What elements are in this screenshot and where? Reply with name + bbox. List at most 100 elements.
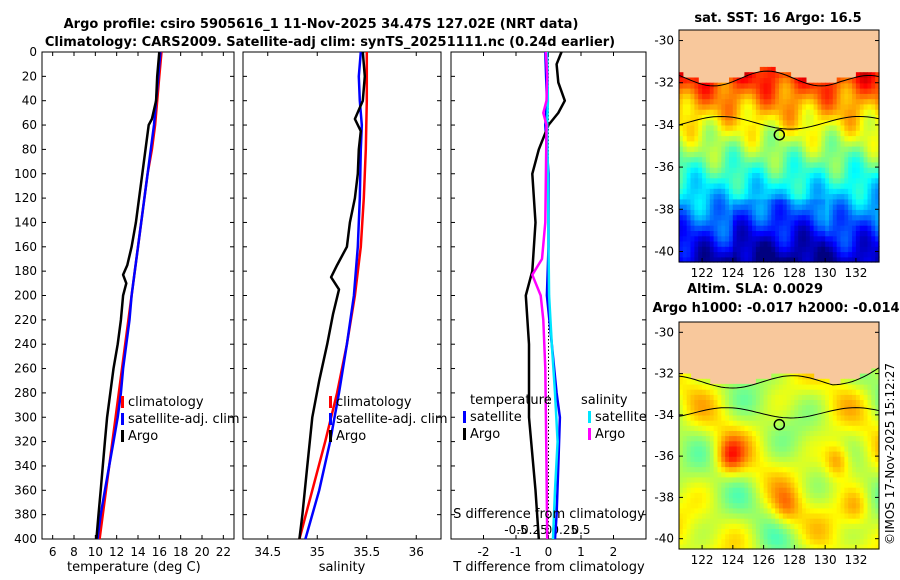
map-cell xyxy=(875,214,880,221)
map-cell xyxy=(705,538,711,545)
map-cell xyxy=(752,481,757,488)
map-cell xyxy=(802,172,807,179)
map-cell xyxy=(863,440,868,447)
map-cell xyxy=(852,481,857,488)
map-cell xyxy=(852,383,857,390)
map-cell xyxy=(748,219,753,226)
map-cell xyxy=(867,430,872,437)
map-cell xyxy=(794,440,799,447)
map-cell xyxy=(682,82,688,89)
map-cell xyxy=(721,140,726,147)
map-cell xyxy=(694,507,699,514)
map-cell xyxy=(859,507,865,514)
map-cell xyxy=(782,507,788,514)
map-cell xyxy=(825,135,830,142)
map-cell xyxy=(821,156,826,163)
map-cell xyxy=(855,538,861,545)
map-cell xyxy=(867,151,872,158)
map-cell xyxy=(859,151,865,158)
map-cell xyxy=(690,425,695,431)
map-cell xyxy=(717,230,722,237)
map-cell xyxy=(859,420,865,426)
map-cell xyxy=(755,103,761,110)
map-cell xyxy=(748,77,753,84)
map-cell xyxy=(729,124,734,131)
map-cell xyxy=(871,135,876,142)
map-cell xyxy=(832,256,838,263)
map-cell xyxy=(798,404,803,411)
map-cell xyxy=(805,151,811,158)
map-cell xyxy=(775,225,780,231)
map-cell xyxy=(702,82,707,89)
map-cell xyxy=(790,198,795,205)
map-cell xyxy=(855,88,861,94)
map-cell xyxy=(802,161,807,168)
map-cell xyxy=(767,466,772,473)
map-cell xyxy=(709,512,715,519)
map-cell xyxy=(686,77,692,84)
map-cell xyxy=(721,135,726,142)
map-cell xyxy=(809,93,815,100)
map-cell xyxy=(809,523,815,529)
map-cell xyxy=(809,225,815,231)
map-cell xyxy=(698,167,703,173)
map-cell xyxy=(809,456,815,462)
map-cell xyxy=(732,420,738,426)
map-cell xyxy=(867,445,872,452)
map-cell xyxy=(698,225,703,231)
map-cell xyxy=(725,103,730,110)
map-cell xyxy=(755,440,761,447)
map-cell xyxy=(875,445,880,452)
map-cell xyxy=(717,389,722,395)
map-cell xyxy=(717,409,722,416)
map-cell xyxy=(844,209,849,216)
map-cell xyxy=(736,440,742,447)
map-cell xyxy=(786,77,792,84)
map-cell xyxy=(694,538,699,545)
map-cell xyxy=(875,466,880,473)
map-cell xyxy=(855,198,861,205)
map-cell xyxy=(832,198,838,205)
map-cell xyxy=(709,543,715,550)
map-cell xyxy=(871,383,876,390)
map-cell xyxy=(729,93,734,100)
map-cell xyxy=(682,487,688,493)
map-cell xyxy=(790,492,795,499)
map-cell xyxy=(825,109,830,115)
map-cell xyxy=(855,383,861,390)
map-cell xyxy=(755,93,761,100)
map-cell xyxy=(740,533,745,540)
map-cell xyxy=(698,146,703,152)
map-cell xyxy=(744,182,749,189)
map-cell xyxy=(690,109,695,115)
map-cell xyxy=(771,240,776,247)
map-cell xyxy=(755,399,761,406)
map-cell xyxy=(775,140,780,147)
map-cell xyxy=(855,156,861,163)
map-cell xyxy=(802,119,807,126)
map-cell xyxy=(702,119,707,126)
map-cell xyxy=(871,523,876,529)
map-cell xyxy=(763,98,768,105)
map-cell xyxy=(698,528,703,535)
map-cell xyxy=(871,140,876,147)
map-cell xyxy=(825,182,830,189)
map-cell xyxy=(790,119,795,126)
map-cell xyxy=(836,414,842,421)
map-cell xyxy=(817,93,822,100)
map-cell xyxy=(771,167,776,173)
map-cell xyxy=(871,543,876,550)
map-cell xyxy=(771,430,776,437)
map-cell xyxy=(755,533,761,540)
map-cell xyxy=(705,230,711,237)
map-cell xyxy=(771,518,776,524)
map-cell xyxy=(782,394,788,400)
map-cell xyxy=(698,230,703,237)
map-cell xyxy=(682,167,688,173)
map-cell xyxy=(786,476,792,483)
map-cell xyxy=(779,193,784,200)
map-cell xyxy=(752,399,757,406)
map-cell xyxy=(779,93,784,100)
map-cell xyxy=(809,528,815,535)
map-cell xyxy=(836,435,842,442)
